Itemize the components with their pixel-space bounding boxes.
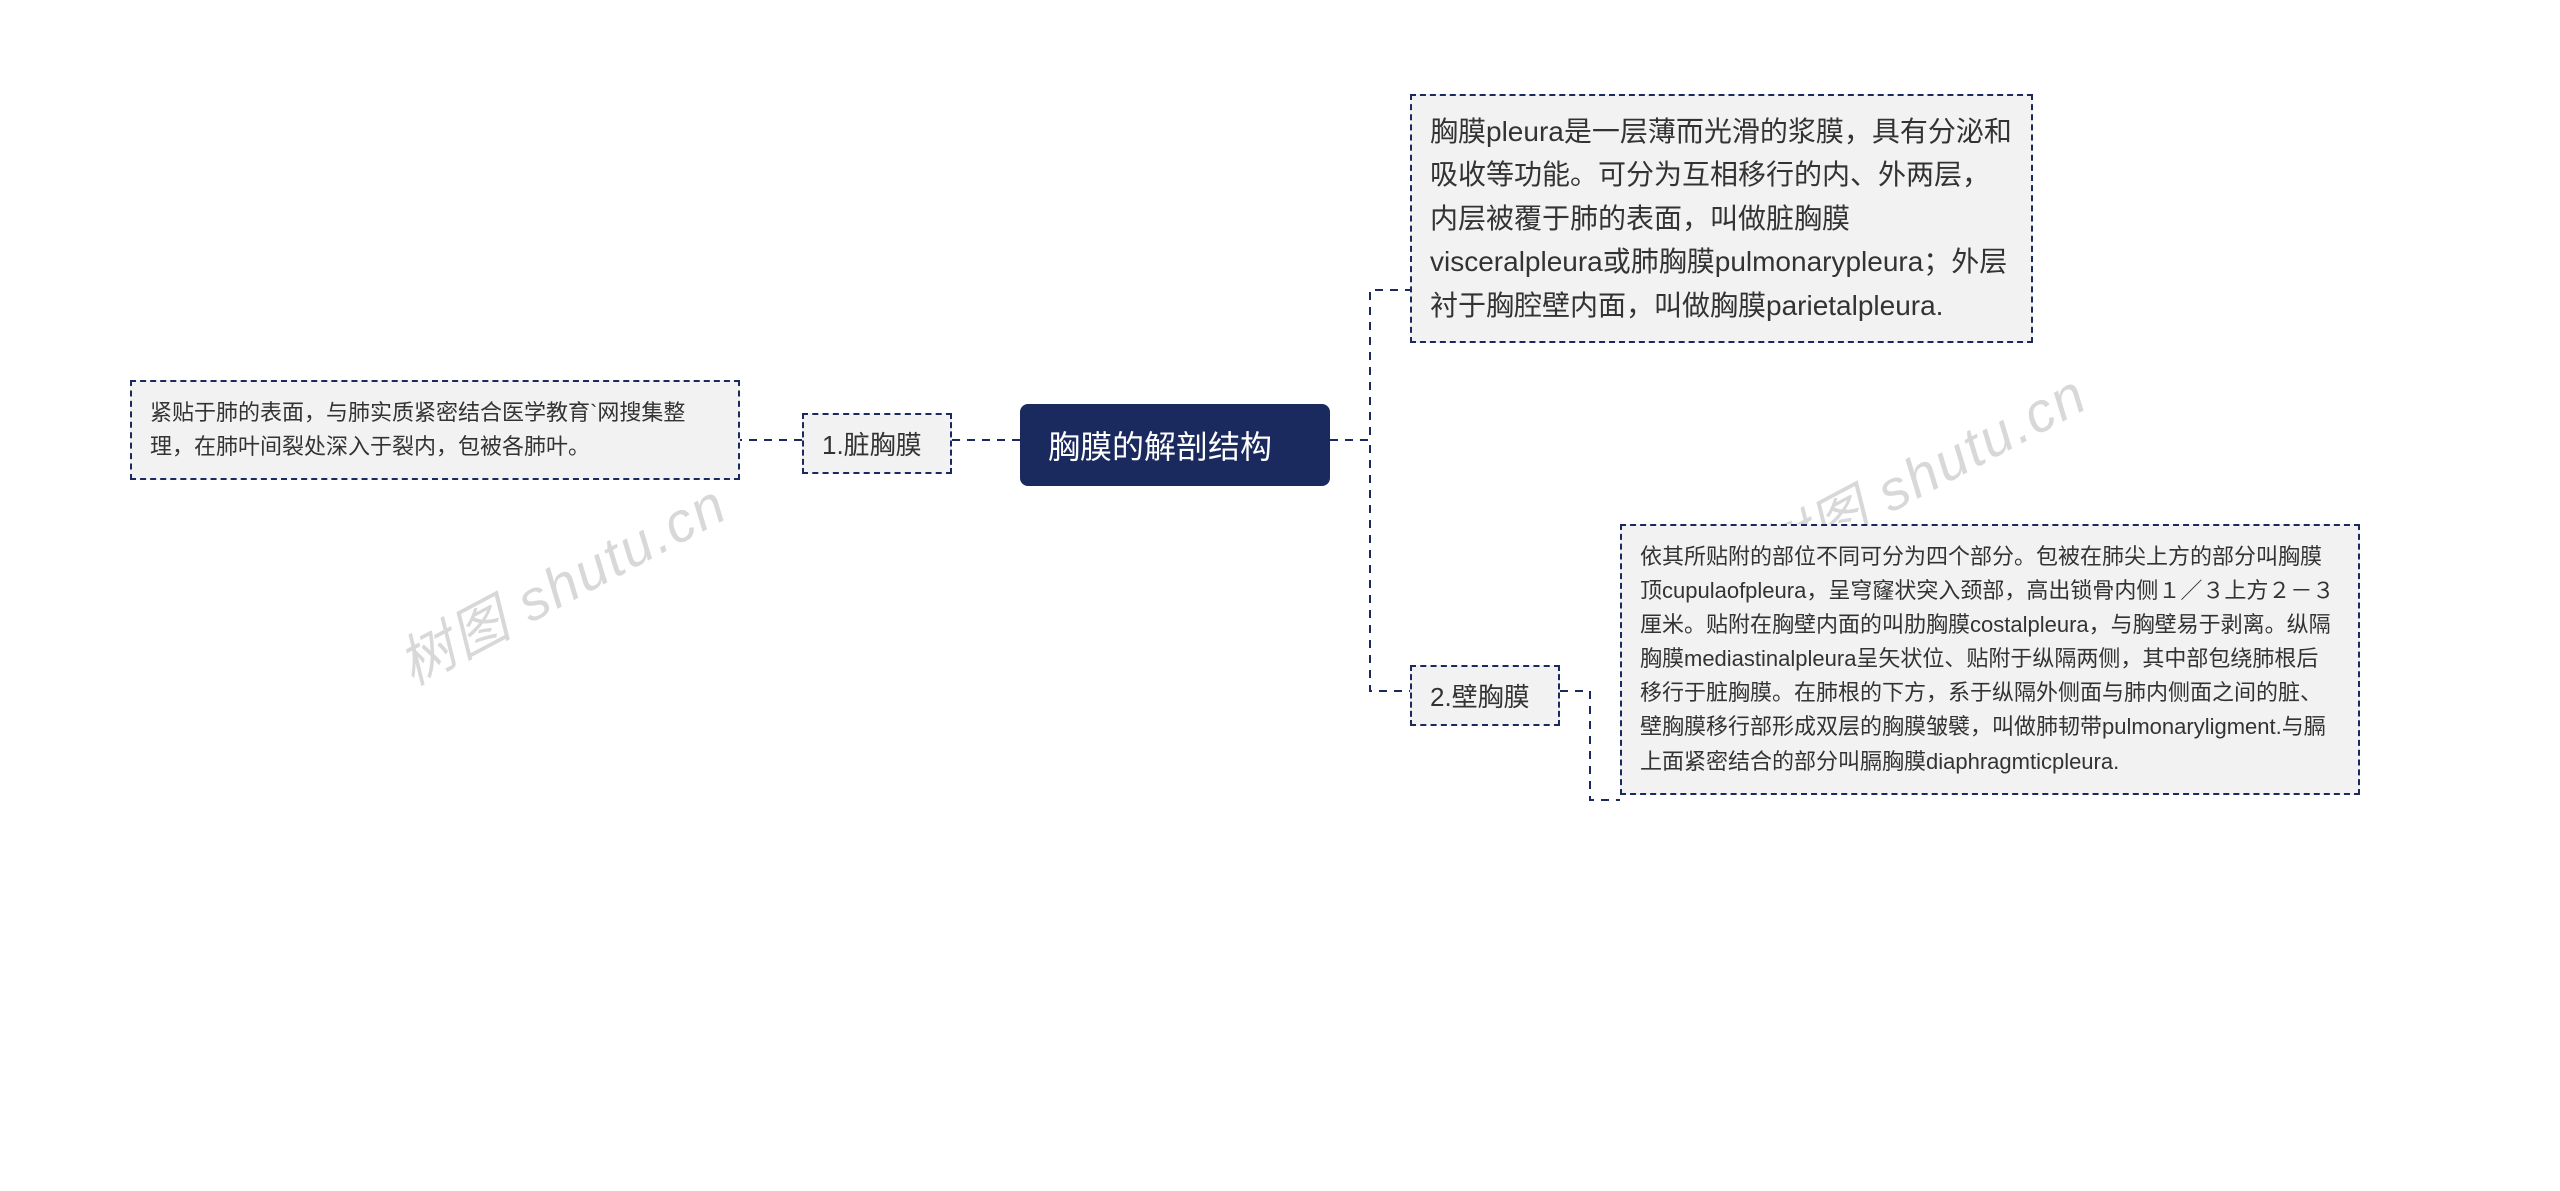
leaf-visceral-pleura-desc: 紧贴于肺的表面，与肺实质紧密结合医学教育`网搜集整理，在肺叶间裂处深入于裂内，包… (130, 380, 740, 480)
watermark-1: 树图 shutu.cn (382, 460, 739, 701)
intro-description: 胸膜pleura是一层薄而光滑的浆膜，具有分泌和吸收等功能。可分为互相移行的内、… (1410, 94, 2033, 343)
branch-visceral-pleura: 1.脏胸膜 (802, 413, 952, 474)
branch-parietal-pleura: 2.壁胸膜 (1410, 665, 1560, 726)
leaf-parietal-pleura-desc: 依其所贴附的部位不同可分为四个部分。包被在肺尖上方的部分叫胸膜顶cupulaof… (1620, 524, 2360, 795)
root-node: 胸膜的解剖结构 (1020, 404, 1330, 486)
